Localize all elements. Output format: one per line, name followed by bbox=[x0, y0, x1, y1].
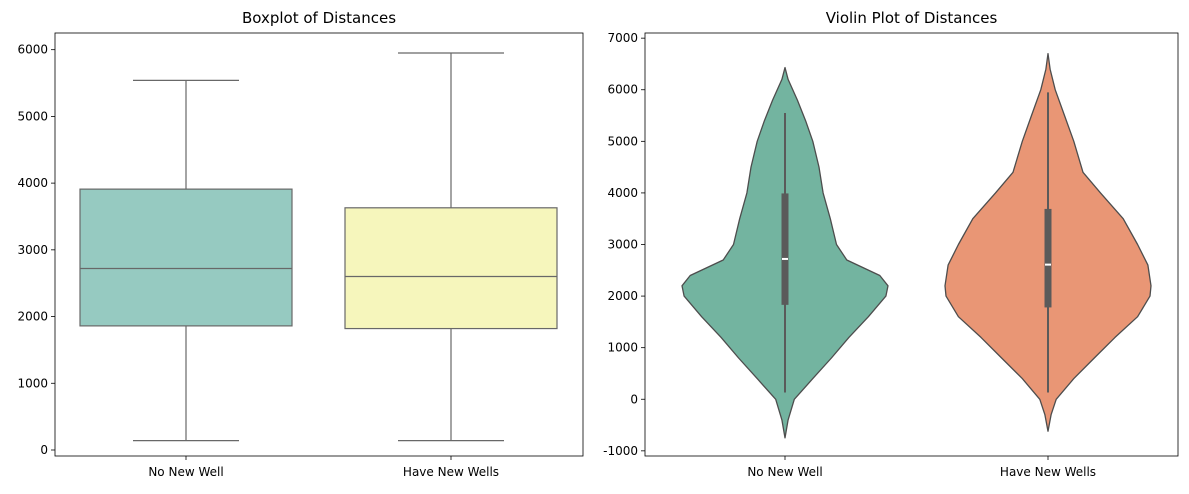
y-tick-label: 3000 bbox=[607, 238, 638, 252]
y-tick-label: 4000 bbox=[607, 186, 638, 200]
chart-title: Boxplot of Distances bbox=[242, 9, 396, 27]
x-tick-label: No New Well bbox=[148, 465, 223, 479]
box-no-new-well bbox=[79, 79, 293, 442]
y-tick-label: 1000 bbox=[607, 341, 638, 355]
x-tick-label: No New Well bbox=[747, 465, 822, 479]
chart-title: Violin Plot of Distances bbox=[826, 9, 998, 27]
violin-iqr-bar bbox=[781, 193, 789, 305]
y-tick-label: 2000 bbox=[607, 289, 638, 303]
y-tick-label: 1000 bbox=[17, 376, 48, 390]
violin-plot-panel: Violin Plot of Distances -1000 0 1000 2000 30… bbox=[603, 9, 1179, 479]
y-tick-label: 2000 bbox=[17, 310, 48, 324]
box-have-new-wells bbox=[344, 52, 558, 442]
y-tick-label: 3000 bbox=[17, 243, 48, 257]
y-tick-label: 5000 bbox=[17, 109, 48, 123]
y-tick-label: 0 bbox=[40, 443, 48, 457]
y-tick-label: 6000 bbox=[17, 43, 48, 57]
axes-frame bbox=[644, 32, 1179, 457]
y-tick-label: 0 bbox=[630, 392, 638, 406]
violin-have-new-wells bbox=[944, 52, 1152, 432]
y-tick-label: 4000 bbox=[17, 176, 48, 190]
y-tick-label: 6000 bbox=[607, 83, 638, 97]
violin-median-marker bbox=[1045, 263, 1051, 266]
x-tick-label: Have New Wells bbox=[403, 465, 499, 479]
box-body bbox=[344, 207, 558, 330]
boxplot-panel: Boxplot of Distances 0 1000 2000 3000 4000 500… bbox=[17, 9, 584, 479]
y-tick-label: -1000 bbox=[603, 444, 638, 458]
y-tick-label: 7000 bbox=[607, 31, 638, 45]
violin-iqr-bar bbox=[1044, 208, 1052, 308]
box-body bbox=[79, 188, 293, 327]
violin-median-marker bbox=[782, 257, 788, 260]
x-tick-label: Have New Wells bbox=[1000, 465, 1096, 479]
y-tick-label: 5000 bbox=[607, 134, 638, 148]
axes-frame bbox=[54, 32, 584, 457]
violin-no-new-well bbox=[681, 66, 889, 439]
